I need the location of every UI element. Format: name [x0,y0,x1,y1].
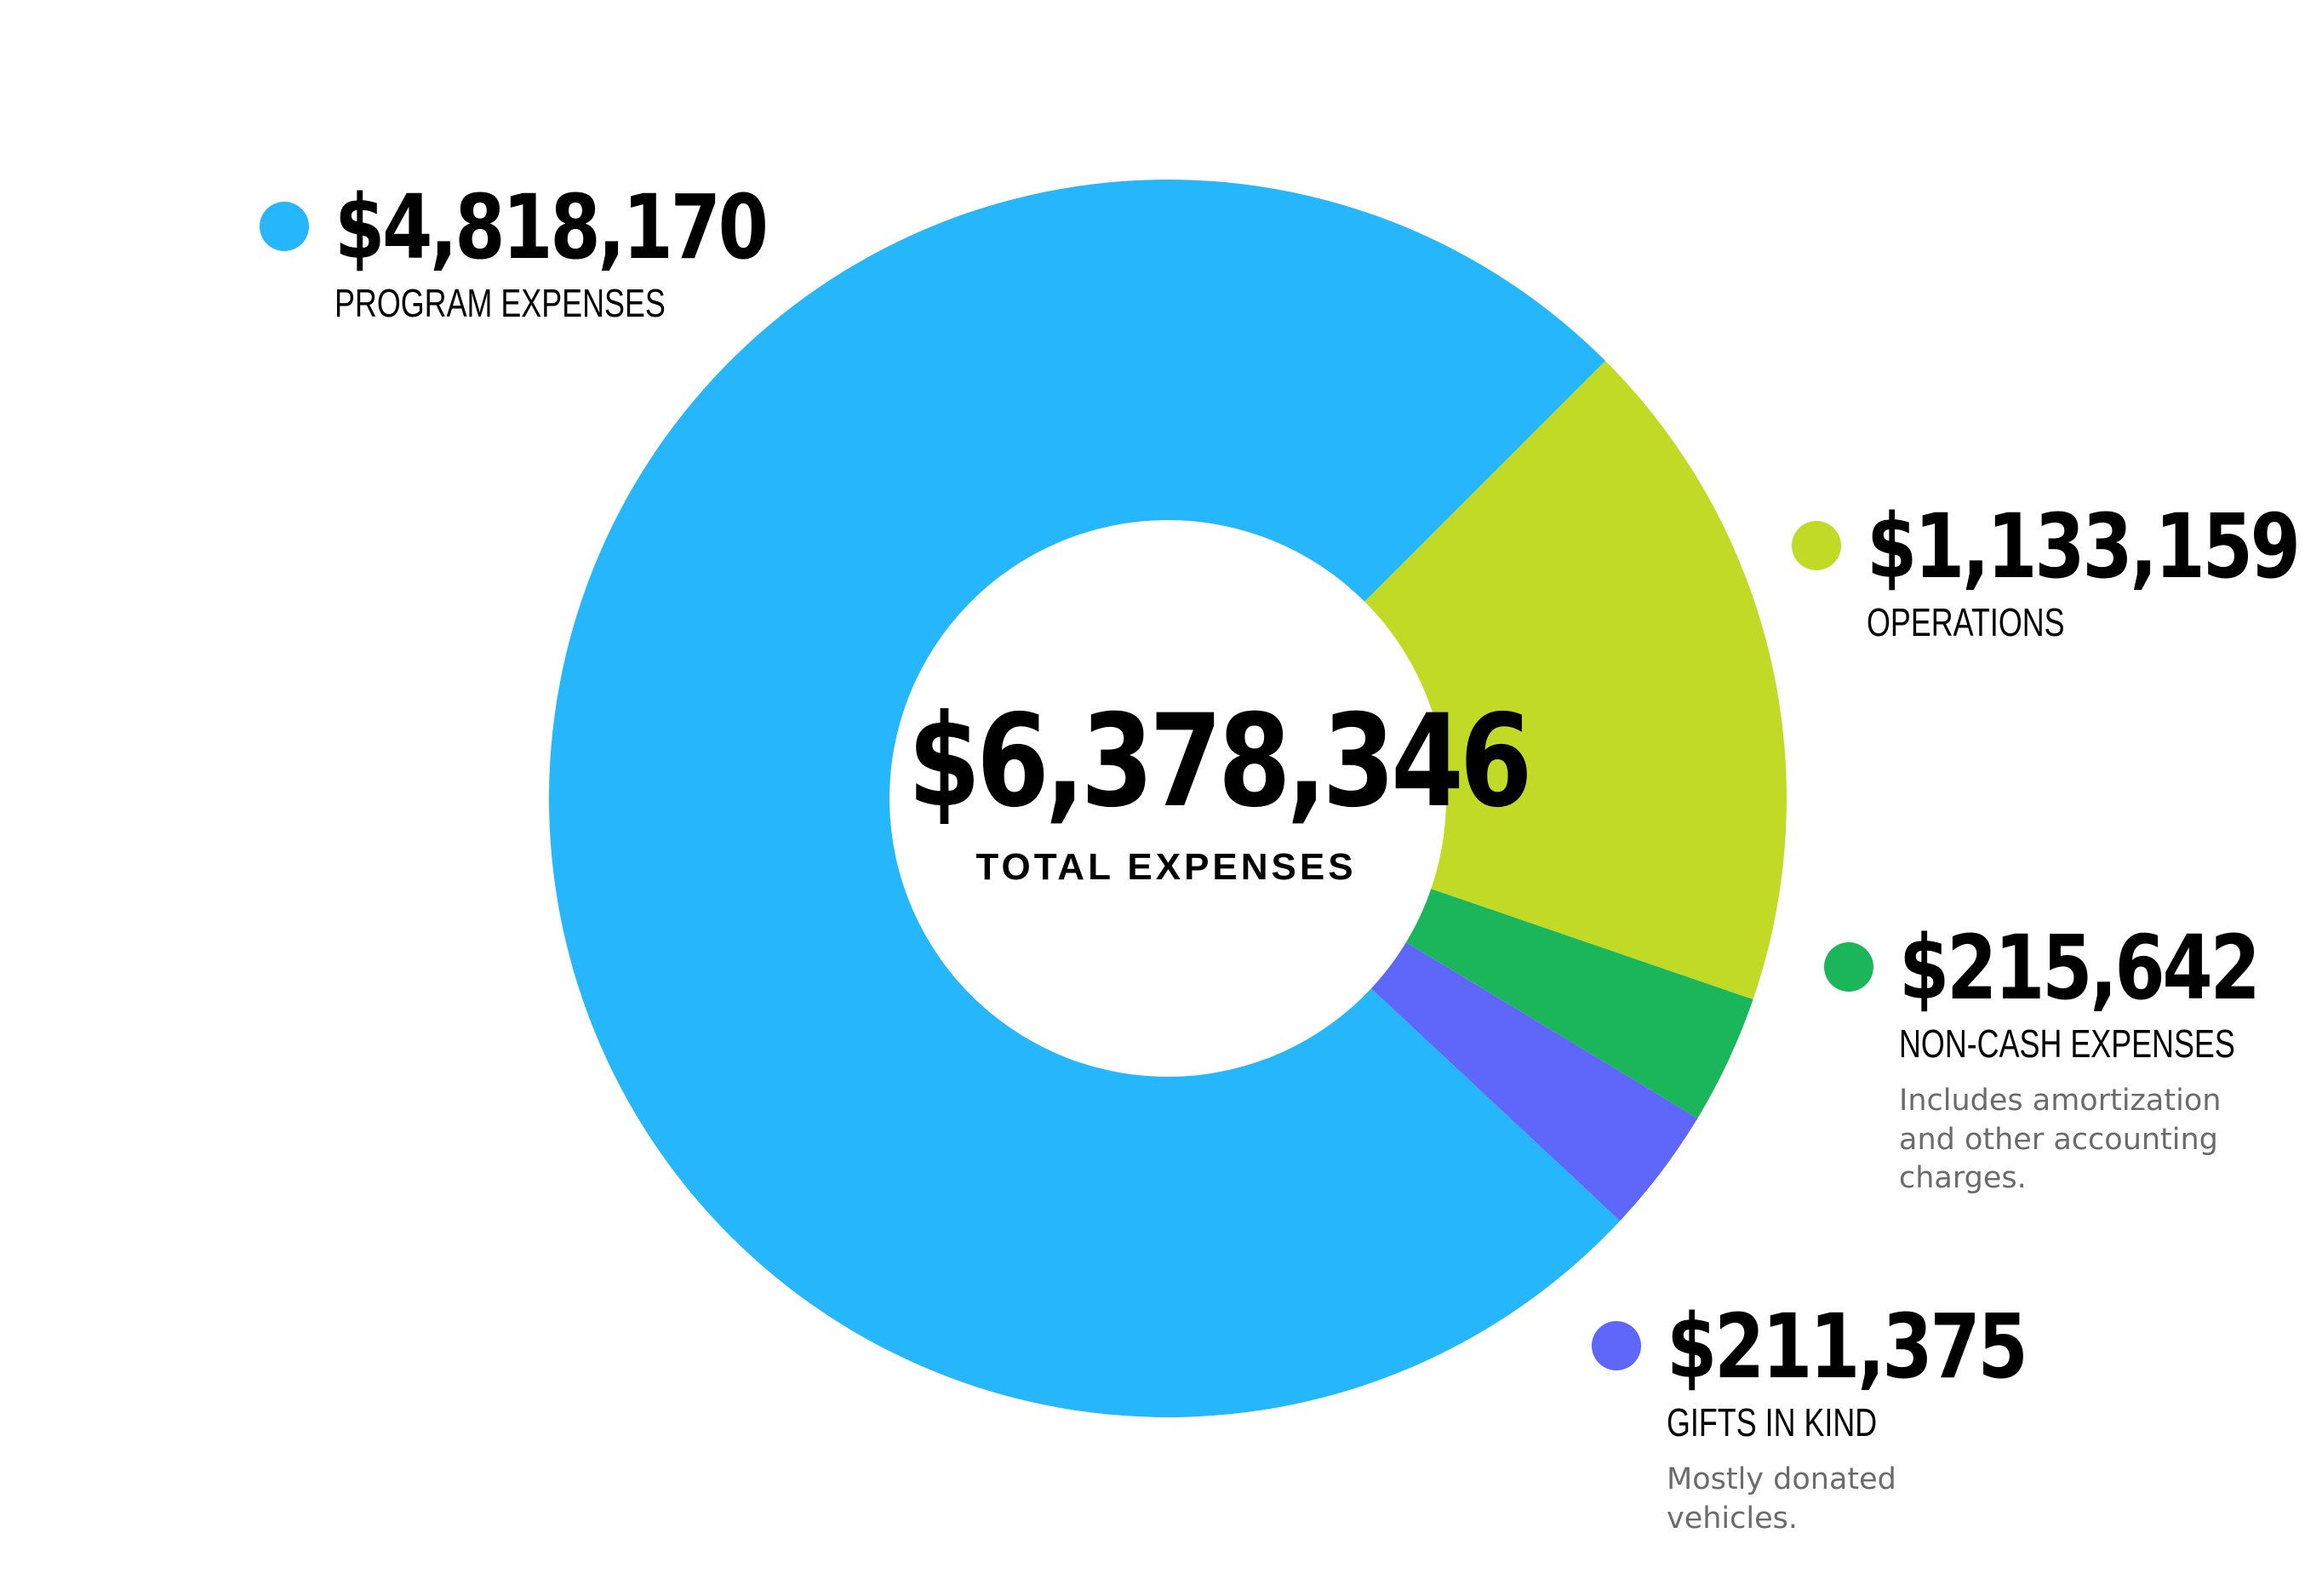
slice-operations [1364,360,1787,1000]
noncash-color-dot-icon [1824,942,1873,992]
gifts-amount: $211,375 [1667,1295,2028,1399]
total-amount: $6,378,346 [907,688,1533,836]
operations-amount: $1,133,159 [1867,495,2301,598]
program-color-dot-icon [260,202,309,251]
program-amount: $4,818,170 [335,175,769,279]
program-label: PROGRAM EXPENSES [335,281,666,325]
gifts-color-dot-icon [1592,1321,1641,1370]
slice-program [548,179,1621,1417]
noncash-label: NON-CASH EXPENSES [1899,1021,2235,1066]
operations-color-dot-icon [1792,521,1841,570]
slice-gifts [1370,942,1698,1221]
noncash-amount: $215,642 [1899,916,2261,1020]
gifts-label: GIFTS IN KIND [1667,1400,1878,1444]
gifts-note: Mostly donated vehicles. [1667,1462,1896,1536]
slice-noncash [1405,889,1753,1118]
operations-label: OPERATIONS [1867,600,2065,644]
total-caption: TOTAL EXPENSES [975,846,1357,888]
noncash-note: Includes amortization and other accounti… [1899,1084,2222,1195]
center-total-block: $6,378,346 TOTAL EXPENSES [851,688,1533,889]
